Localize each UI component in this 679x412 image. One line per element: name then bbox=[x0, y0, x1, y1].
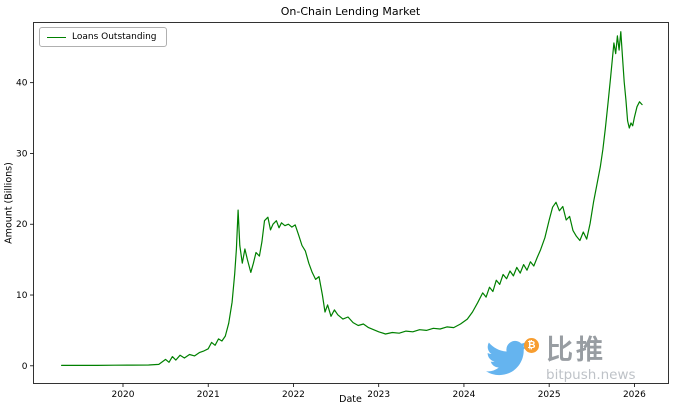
legend-label: Loans Outstanding bbox=[72, 32, 157, 42]
svg-text:40: 40 bbox=[16, 79, 28, 89]
watermark: ₿ 比推 bitpush.news bbox=[484, 335, 636, 383]
svg-text:0: 0 bbox=[22, 362, 28, 372]
svg-text:10: 10 bbox=[16, 291, 28, 301]
svg-text:2023: 2023 bbox=[367, 390, 390, 400]
watermark-cn-text: 比推 bbox=[546, 335, 606, 366]
svg-text:2020: 2020 bbox=[112, 390, 135, 400]
legend: Loans Outstanding bbox=[39, 27, 167, 47]
svg-text:2022: 2022 bbox=[282, 390, 305, 400]
bird-wrap: ₿ bbox=[484, 335, 542, 383]
svg-text:30: 30 bbox=[16, 149, 28, 159]
svg-text:2026: 2026 bbox=[623, 390, 646, 400]
svg-text:2024: 2024 bbox=[452, 390, 475, 400]
watermark-site-text: bitpush.news bbox=[546, 367, 636, 384]
twitter-bird-icon bbox=[486, 340, 528, 376]
svg-text:2025: 2025 bbox=[538, 390, 561, 400]
x-axis-label: Date bbox=[339, 394, 362, 405]
svg-text:20: 20 bbox=[16, 220, 28, 230]
legend-line-sample bbox=[47, 36, 66, 38]
y-axis-label: Amount (Billions) bbox=[3, 162, 15, 244]
svg-text:2021: 2021 bbox=[197, 390, 220, 400]
watermark-text: 比推 bitpush.news bbox=[546, 335, 636, 383]
bitcoin-coin-icon: ₿ bbox=[524, 338, 539, 353]
chart-title: On-Chain Lending Market bbox=[280, 5, 421, 18]
